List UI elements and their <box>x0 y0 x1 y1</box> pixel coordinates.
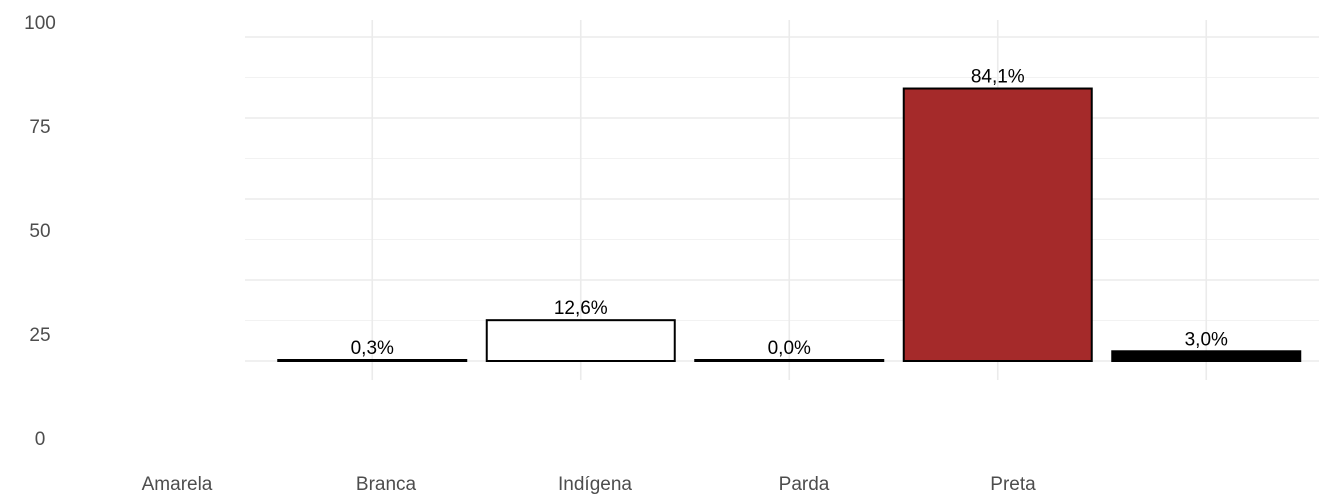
y-tick-label: 25 <box>29 325 50 346</box>
x-tick-label: Branca <box>356 474 417 495</box>
x-tick-label: Parda <box>779 474 830 495</box>
data-label: 0,0% <box>768 338 811 359</box>
bar <box>694 359 885 362</box>
data-labels: 0,3% 12,6% 0,0% 84,1% 3,0% <box>351 67 1228 359</box>
x-axis-tick-labels: Amarela Branca Indígena Parda Preta <box>142 474 1037 495</box>
data-label: 3,0% <box>1185 329 1228 350</box>
bar <box>1111 350 1302 362</box>
bars <box>277 87 1302 363</box>
data-label: 84,1% <box>971 67 1025 88</box>
y-axis-tick-labels: 0 25 50 75 100 <box>24 13 56 450</box>
bar <box>902 87 1093 363</box>
y-tick-label: 100 <box>24 13 56 34</box>
bar <box>277 359 468 362</box>
y-tick-label: 75 <box>29 117 50 138</box>
y-tick-label: 50 <box>29 221 50 242</box>
grid-lines <box>245 20 1319 380</box>
y-tick-label: 0 <box>35 429 46 450</box>
x-tick-label: Indígena <box>558 474 632 495</box>
data-label: 0,3% <box>351 338 394 359</box>
data-label: 12,6% <box>554 298 608 319</box>
bar <box>485 319 676 362</box>
x-tick-label: Amarela <box>142 474 213 495</box>
x-tick-label: Preta <box>990 474 1036 495</box>
